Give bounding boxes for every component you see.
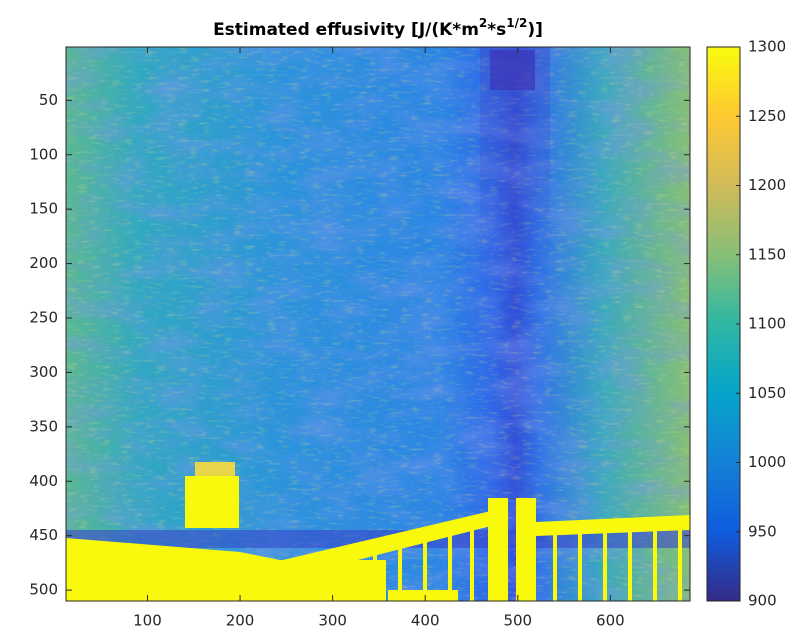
x-tick-label: 200 bbox=[226, 612, 255, 630]
y-tick-label: 50 bbox=[39, 91, 58, 109]
colorbar-tick-label: 1150 bbox=[748, 245, 786, 263]
x-tick-label: 100 bbox=[133, 612, 162, 630]
colorbar-tick-label: 1300 bbox=[748, 38, 786, 56]
x-tick-label: 300 bbox=[318, 612, 347, 630]
chart-title: Estimated effusivity [J/(K*m2*s1/2)] bbox=[213, 16, 543, 41]
y-tick-label: 200 bbox=[29, 254, 58, 272]
title-part: *s bbox=[487, 20, 506, 40]
title-superscript: 2 bbox=[479, 16, 487, 30]
y-tick-label: 500 bbox=[29, 581, 58, 599]
colorbar-tick-label: 1200 bbox=[748, 176, 786, 194]
colorbar-tick-label: 1050 bbox=[748, 384, 786, 402]
y-tick-label: 250 bbox=[29, 309, 58, 327]
x-tick-label: 500 bbox=[503, 612, 532, 630]
x-tick-label: 600 bbox=[596, 612, 625, 630]
heatmap-image bbox=[66, 47, 690, 601]
y-tick-label: 150 bbox=[29, 200, 58, 218]
colorbar-tick-label: 950 bbox=[748, 522, 777, 540]
y-tick-label: 100 bbox=[29, 145, 58, 163]
y-tick-label: 400 bbox=[29, 472, 58, 490]
colorbar-tick-label: 1000 bbox=[748, 453, 786, 471]
axes-box bbox=[65, 46, 691, 602]
colorbar bbox=[706, 46, 741, 602]
title-part: )] bbox=[527, 20, 543, 40]
colorbar-tick-label: 900 bbox=[748, 592, 777, 610]
colorbar-tick-label: 1100 bbox=[748, 315, 786, 333]
y-tick-label: 350 bbox=[29, 417, 58, 435]
title-superscript: 1/2 bbox=[506, 16, 527, 30]
y-tick-label: 300 bbox=[29, 363, 58, 381]
x-tick-label: 400 bbox=[411, 612, 440, 630]
colorbar-tick-label: 1250 bbox=[748, 107, 786, 125]
y-tick-label: 450 bbox=[29, 526, 58, 544]
title-part: Estimated effusivity [J/(K*m bbox=[213, 20, 479, 40]
